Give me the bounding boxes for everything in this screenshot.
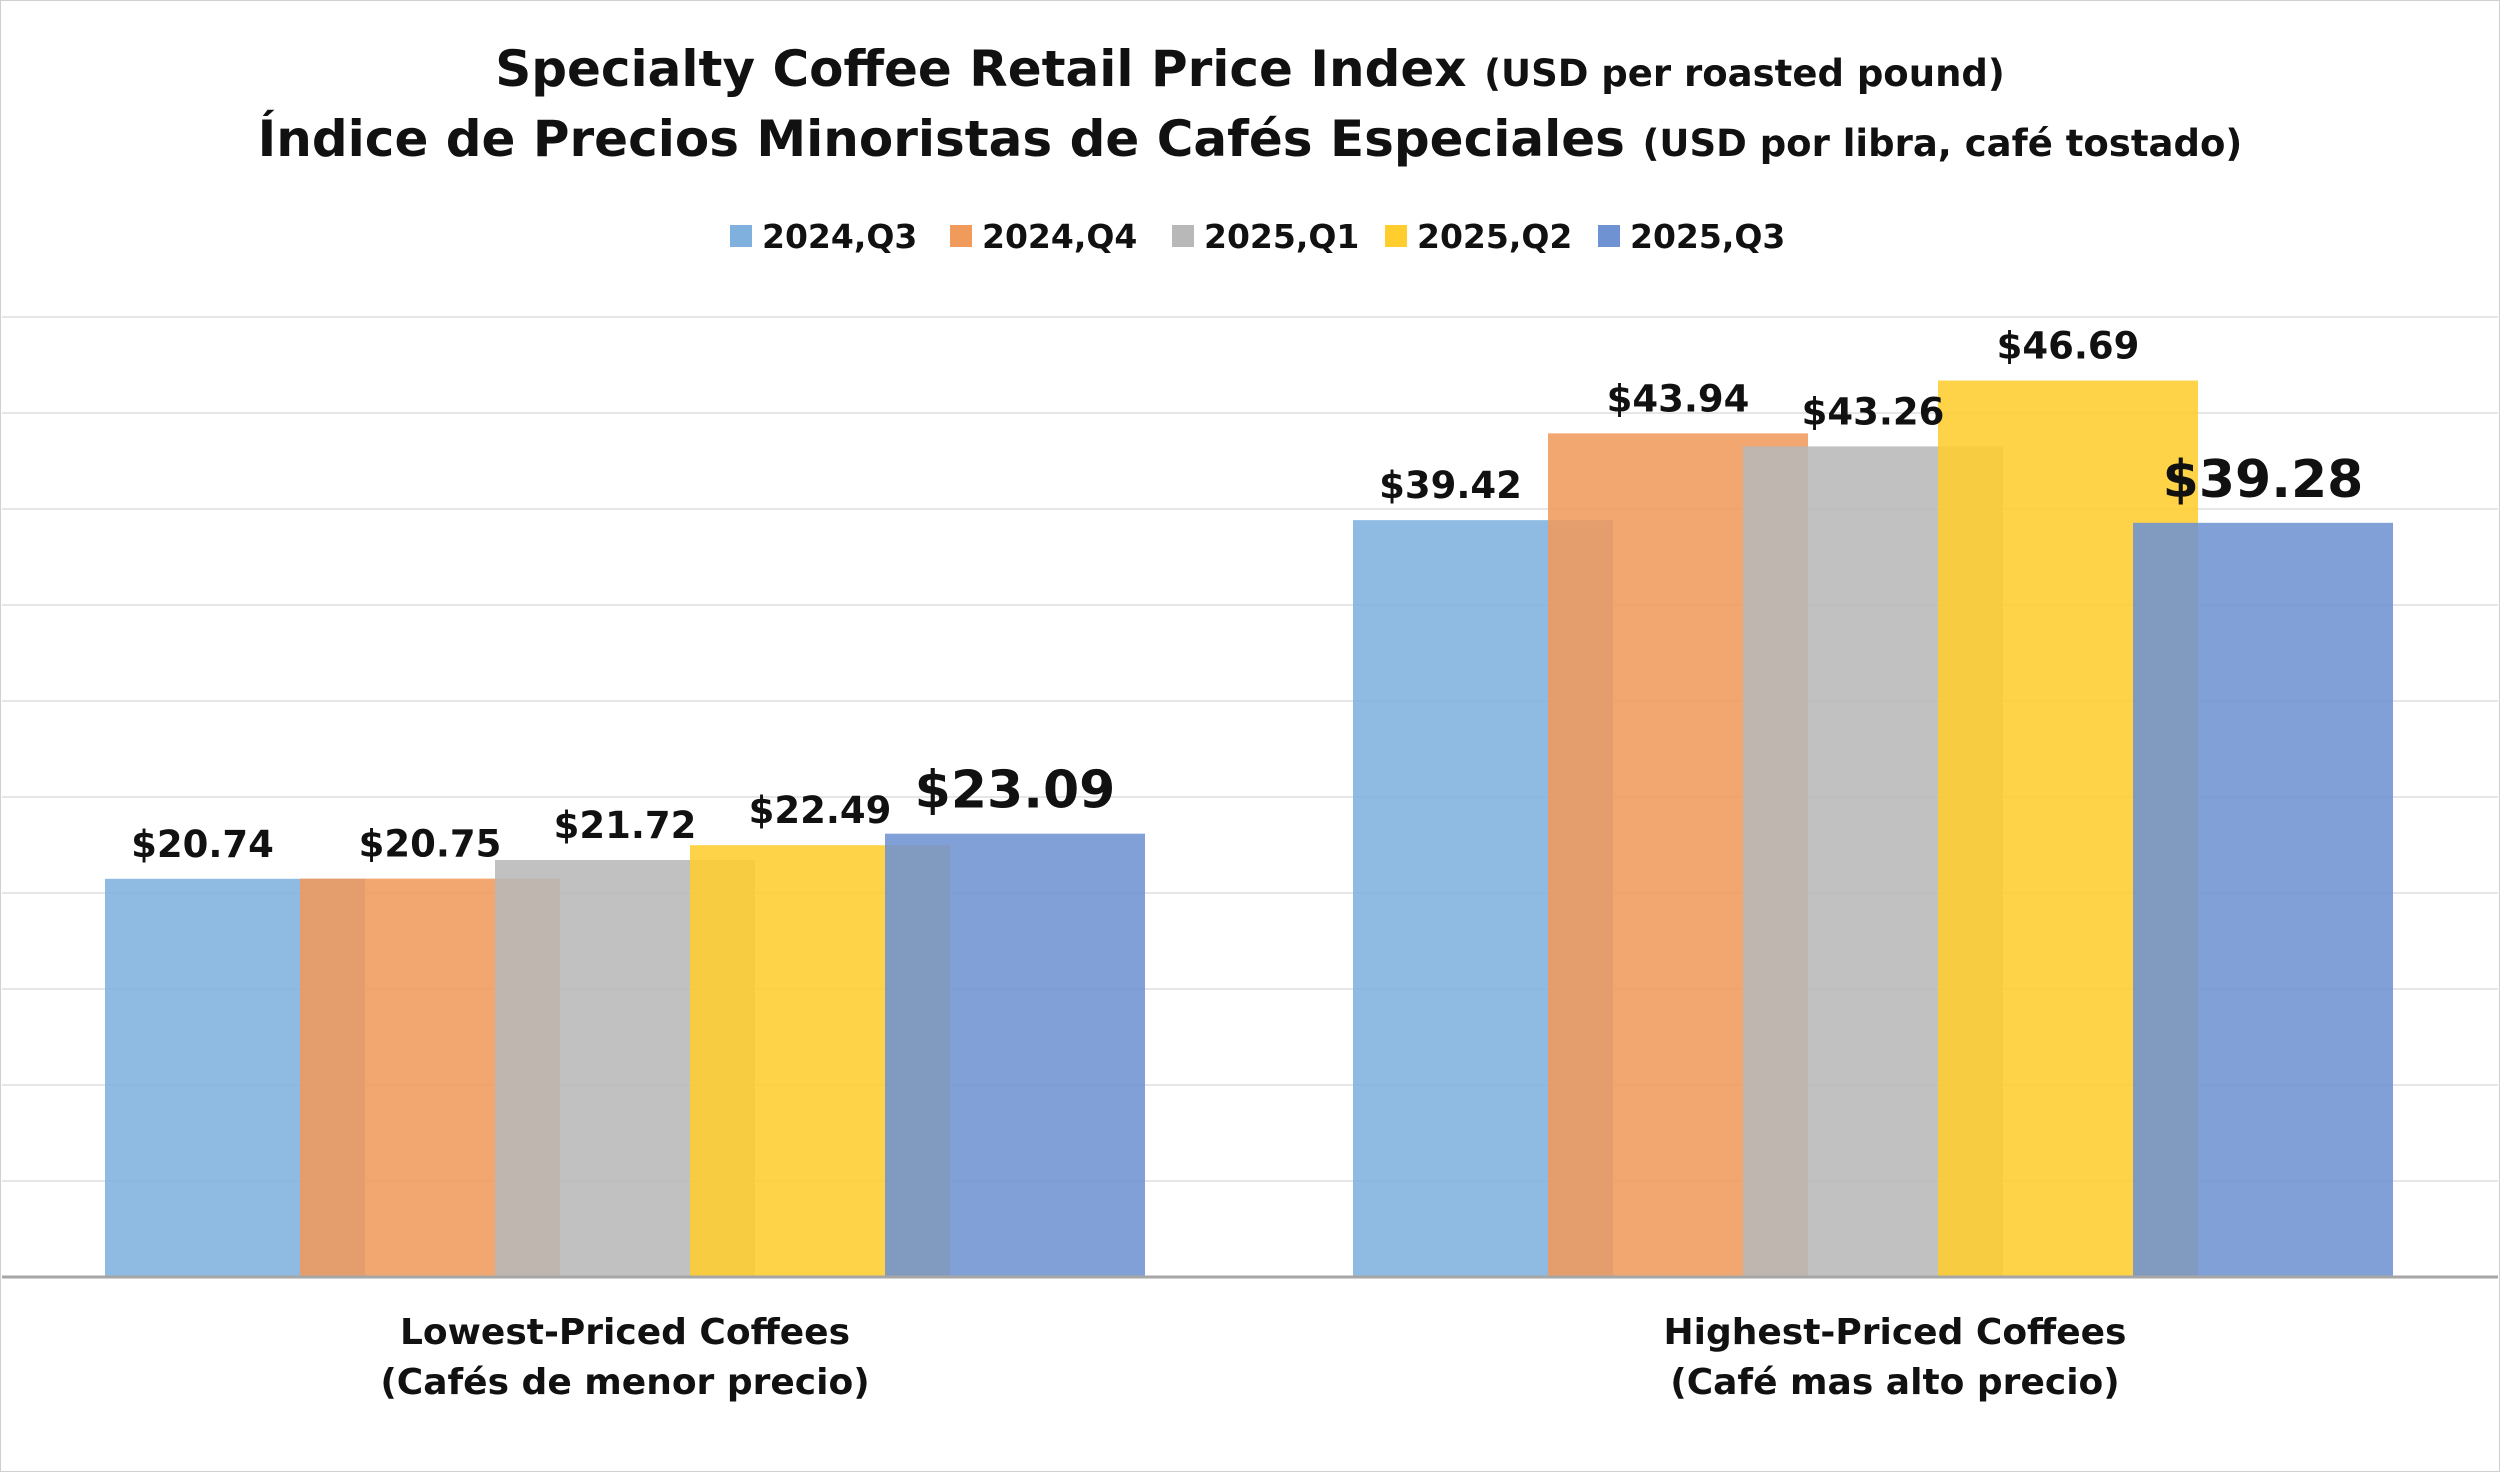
- category-label-es: (Café mas alto precio): [1670, 1362, 2119, 1403]
- chart-subtitle-en: (USD per roasted pound): [1484, 52, 2005, 95]
- chart-title-line1: Specialty Coffee Retail Price Index (USD…: [495, 40, 2005, 98]
- data-label: $22.49: [749, 789, 892, 832]
- chart-title-es: Índice de Precios Minoristas de Cafés Es…: [258, 109, 1625, 168]
- chart-title-en: Specialty Coffee Retail Price Index: [495, 40, 1466, 98]
- chart-subtitle-es: (USD por libra, café tostado): [1643, 122, 2243, 165]
- legend-label: 2024,Q3: [762, 217, 917, 256]
- legend-swatch: [730, 225, 752, 247]
- legend-label: 2025,Q2: [1417, 217, 1572, 256]
- data-label: $43.26: [1802, 390, 1945, 433]
- data-labels: $20.74 $39.42 $20.75 $43.94 $21.72 $43.26 $22.…: [131, 325, 2363, 866]
- category-label-es: (Cafés de menor precio): [380, 1362, 869, 1403]
- data-label: $43.94: [1607, 377, 1750, 420]
- bar: [2133, 522, 2393, 1277]
- category-labels: Lowest-Priced Coffees (Cafés de menor pre…: [380, 1312, 2126, 1403]
- legend-label: 2025,Q3: [1630, 217, 1785, 256]
- legend: 2024,Q3 2024,Q4 2025,Q1 2025,Q2 2025,Q3: [730, 217, 1785, 256]
- data-label: $21.72: [554, 804, 697, 847]
- data-label: $39.42: [1379, 464, 1522, 507]
- data-label: $20.74: [131, 823, 274, 866]
- data-label: $23.09: [915, 761, 1116, 821]
- data-label: $39.28: [2163, 450, 2364, 510]
- legend-label: 2024,Q4: [982, 217, 1137, 256]
- legend-swatch: [1172, 225, 1194, 247]
- data-label: $46.69: [1997, 325, 2140, 368]
- category-label: Highest-Priced Coffees: [1664, 1312, 2127, 1353]
- legend-swatch: [1385, 225, 1407, 247]
- data-label: $20.75: [359, 823, 502, 866]
- category-label: Lowest-Priced Coffees: [400, 1312, 850, 1353]
- legend-label: 2025,Q1: [1204, 217, 1359, 256]
- bar: [885, 833, 1145, 1277]
- chart-title-line2: Índice de Precios Minoristas de Cafés Es…: [258, 109, 2243, 168]
- bars: [105, 380, 2393, 1278]
- legend-swatch: [950, 225, 972, 247]
- legend-swatch: [1598, 225, 1620, 247]
